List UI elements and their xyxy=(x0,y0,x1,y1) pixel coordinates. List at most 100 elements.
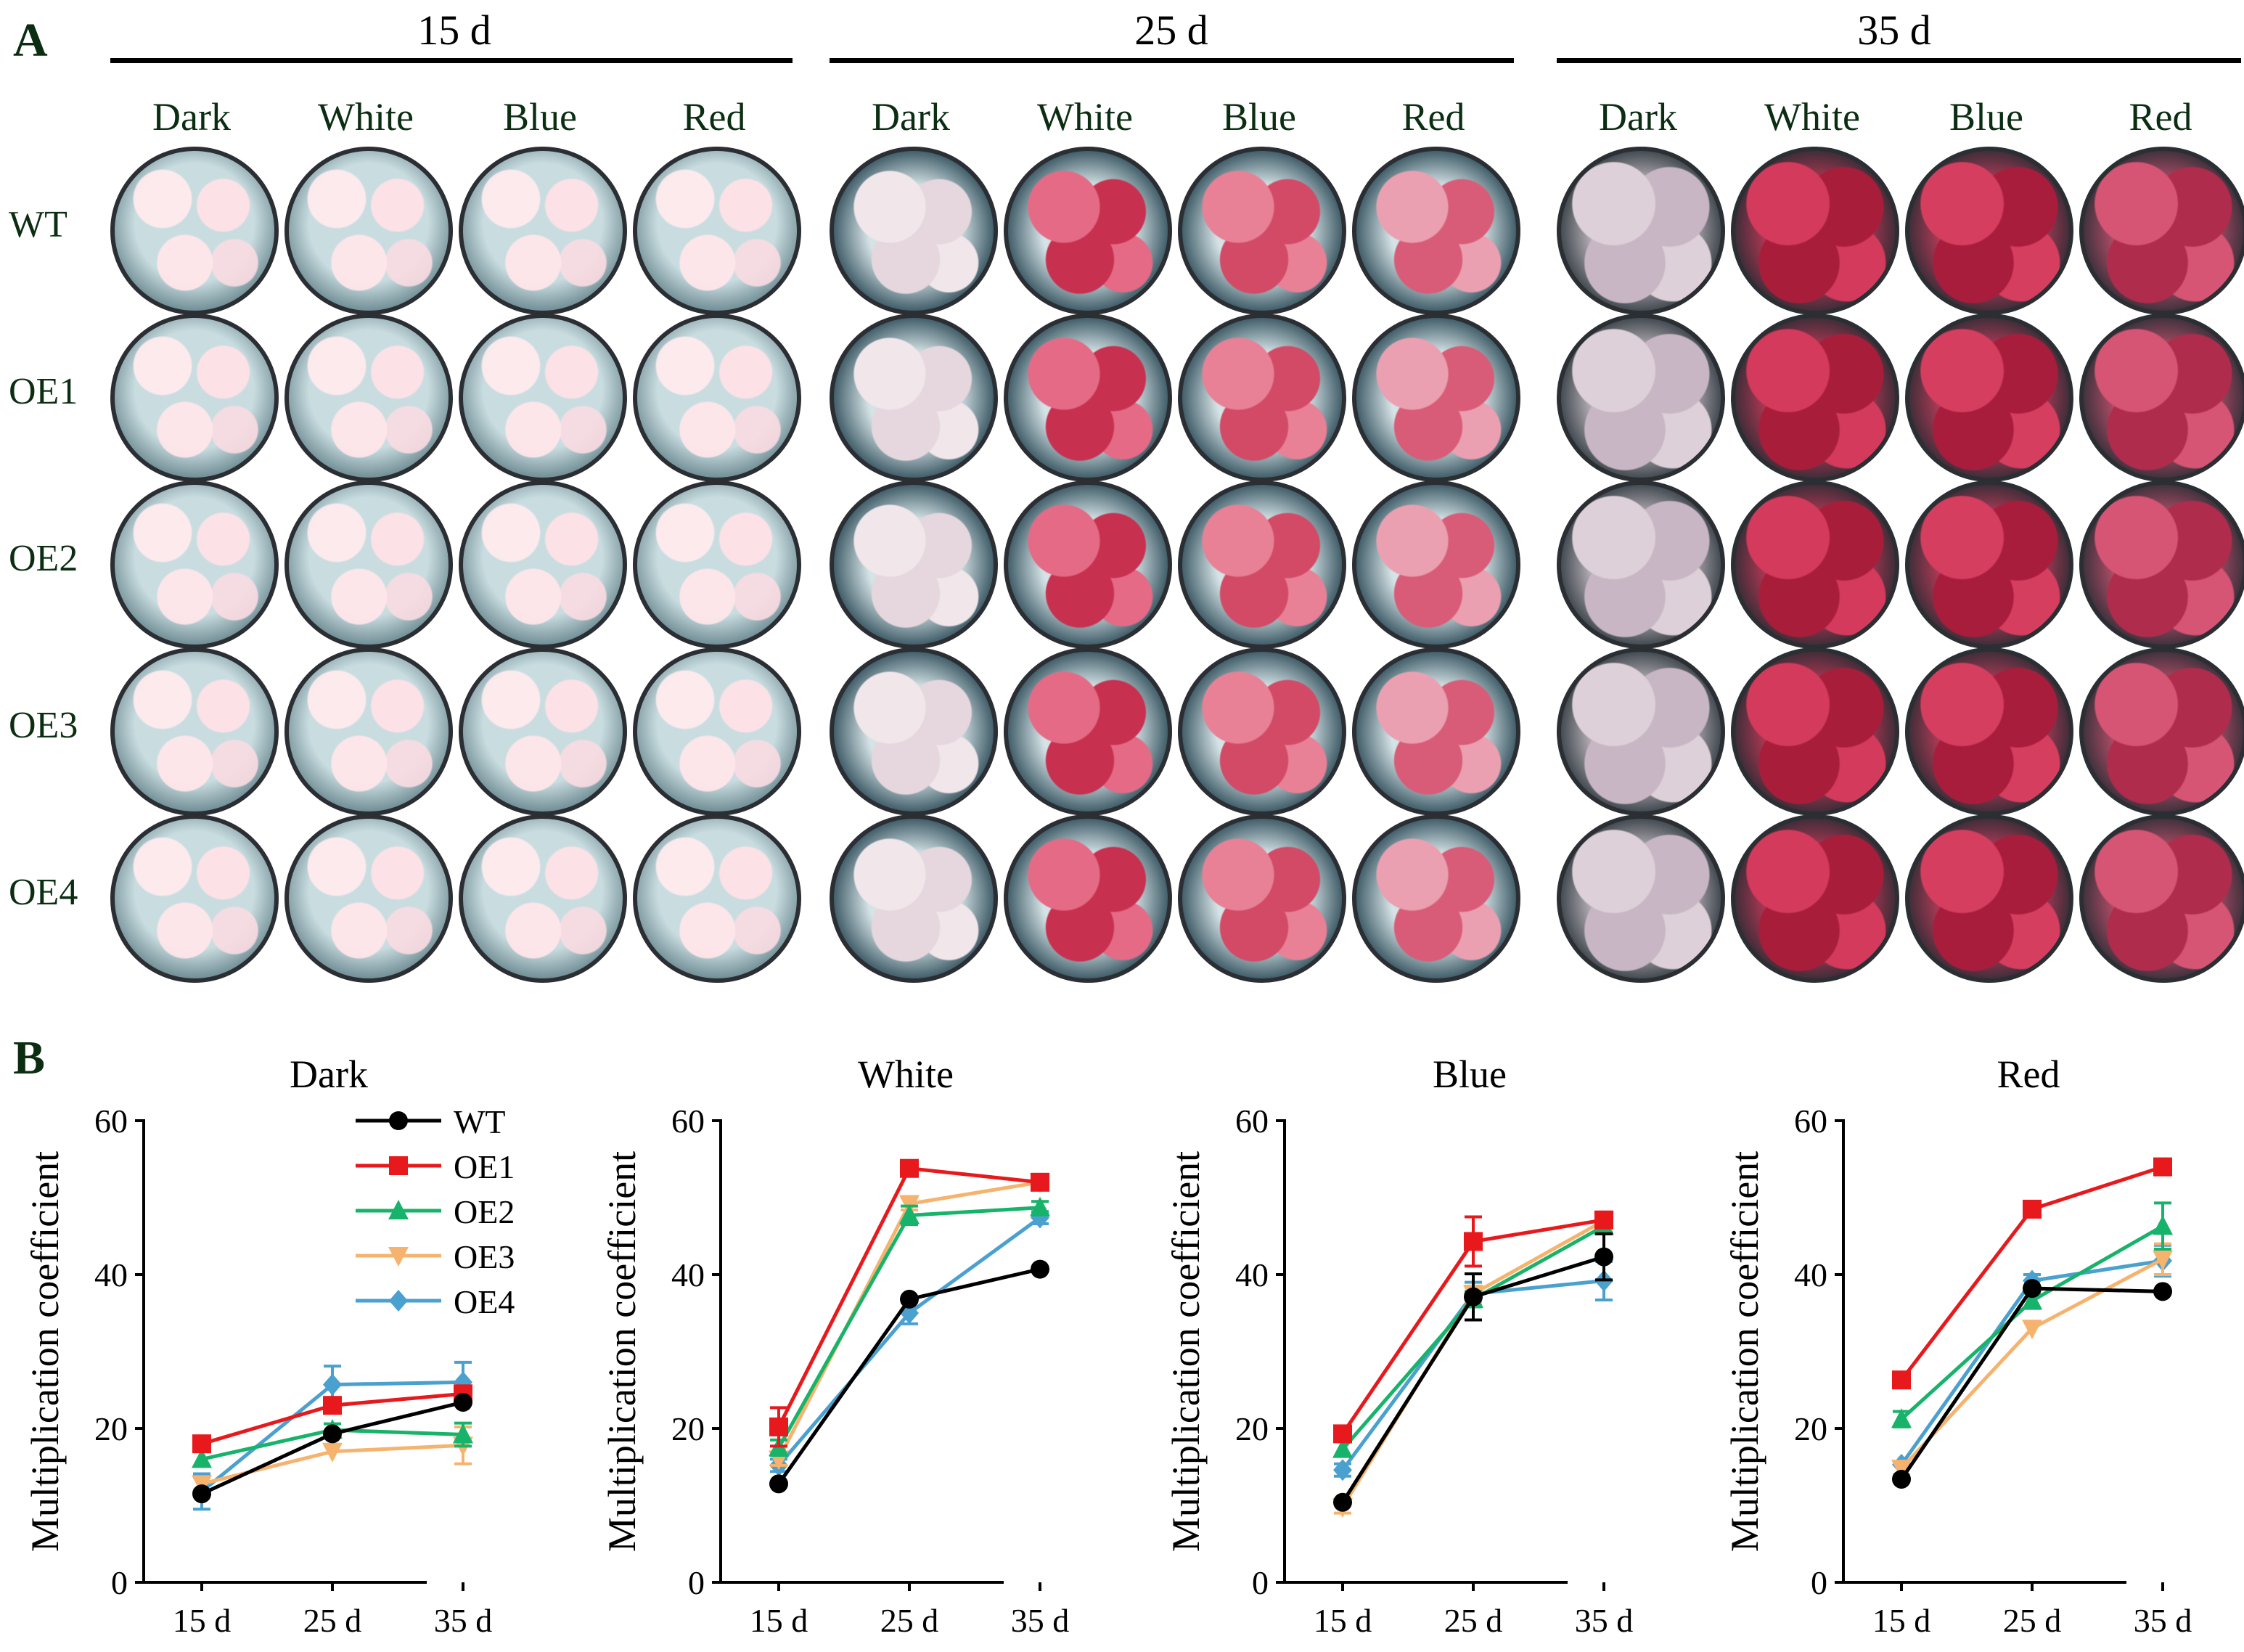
series-wt xyxy=(1892,1279,2172,1489)
dish-oe1-blue-35d xyxy=(1905,314,2073,482)
data-point-oe1 xyxy=(1594,1210,1613,1230)
dish-oe4-dark-15d xyxy=(110,814,279,983)
dish-oe3-white-15d xyxy=(284,647,453,816)
dish-oe3-white-35d xyxy=(1731,647,1899,816)
data-point-oe1 xyxy=(192,1434,211,1454)
dish-oe1-blue-15d xyxy=(459,314,627,482)
dish-oe2-white-25d xyxy=(1004,481,1172,649)
y-axis-label: Multiplication coefficient xyxy=(1723,1151,1766,1552)
legend-label-oe2: OE2 xyxy=(454,1193,515,1230)
legend-marker xyxy=(389,1290,408,1312)
series-oe1 xyxy=(1892,1157,2172,1390)
time-bar-15d xyxy=(110,58,793,63)
dish-oe1-red-35d xyxy=(2079,314,2244,482)
dish-oe1-dark-15d xyxy=(110,314,279,482)
dish-oe4-white-15d xyxy=(284,814,453,983)
x-tick-label: 25 d xyxy=(1444,1602,1503,1639)
dish-oe4-white-25d xyxy=(1004,814,1172,983)
data-point-wt xyxy=(2153,1282,2172,1301)
data-point-oe1 xyxy=(1464,1232,1483,1251)
x-tick-label: 35 d xyxy=(1011,1602,1070,1639)
data-point-oe1 xyxy=(1892,1370,1911,1390)
dish-oe2-dark-25d xyxy=(830,481,998,649)
column-label-blue: Blue xyxy=(1949,95,2023,139)
row-label-oe2: OE2 xyxy=(9,538,78,579)
panel-b-letter: B xyxy=(13,1031,46,1084)
data-point-wt xyxy=(1892,1469,1911,1489)
dish-oe4-dark-35d xyxy=(1557,814,1725,983)
dish-wt-white-35d xyxy=(1731,147,1899,315)
data-point-oe1 xyxy=(769,1417,788,1436)
data-point-oe1 xyxy=(323,1396,342,1415)
dish-oe1-blue-25d xyxy=(1178,314,1346,482)
time-label-15d: 15 d xyxy=(417,7,491,54)
dish-oe1-red-25d xyxy=(1352,314,1520,482)
chart-title: Red xyxy=(1997,1052,2060,1096)
data-point-wt xyxy=(1031,1259,1049,1279)
column-label-blue: Blue xyxy=(1222,95,1296,139)
y-tick-label: 60 xyxy=(671,1103,705,1140)
y-tick-label: 0 xyxy=(688,1564,705,1601)
series-wt xyxy=(192,1392,472,1504)
data-point-oe1 xyxy=(900,1158,919,1178)
column-label-red: Red xyxy=(682,95,746,139)
dish-wt-dark-25d xyxy=(830,147,998,315)
series-oe2 xyxy=(1891,1201,2173,1428)
dish-oe4-red-25d xyxy=(1352,814,1520,983)
dish-oe1-dark-25d xyxy=(830,314,998,482)
chart-title: White xyxy=(858,1052,954,1096)
data-point-oe3 xyxy=(2022,1320,2042,1340)
dish-oe3-blue-35d xyxy=(1905,647,2073,816)
data-point-oe2 xyxy=(2022,1290,2042,1310)
row-label-oe1: OE1 xyxy=(9,371,78,412)
dish-oe2-blue-25d xyxy=(1178,481,1346,649)
legend-label-oe4: OE4 xyxy=(454,1283,515,1320)
dish-wt-blue-25d xyxy=(1178,147,1346,315)
dish-wt-blue-15d xyxy=(459,147,627,315)
data-point-oe2 xyxy=(453,1423,473,1444)
y-tick-label: 20 xyxy=(1235,1410,1269,1447)
x-tick-label: 25 d xyxy=(2003,1602,2062,1639)
legend: WT OE1 OE2 OE3 OE4 xyxy=(356,1103,515,1320)
time-label-35d: 35 d xyxy=(1857,7,1931,54)
column-label-dark: Dark xyxy=(1599,95,1677,139)
dish-oe3-dark-15d xyxy=(110,647,279,816)
x-tick-label: 15 d xyxy=(750,1602,808,1639)
dish-oe4-dark-25d xyxy=(830,814,998,983)
row-label-wt: WT xyxy=(9,204,67,245)
y-tick-label: 40 xyxy=(671,1256,705,1293)
data-point-wt xyxy=(192,1484,211,1504)
data-point-oe2 xyxy=(2153,1215,2173,1235)
data-point-oe3 xyxy=(322,1442,343,1463)
y-tick-label: 20 xyxy=(94,1410,128,1447)
series-oe2 xyxy=(769,1196,1050,1457)
x-tick-label: 15 d xyxy=(173,1602,232,1639)
dish-oe4-red-35d xyxy=(2079,814,2244,983)
data-point-oe1 xyxy=(2153,1157,2172,1177)
dish-oe3-white-25d xyxy=(1004,647,1172,816)
series-line-oe2 xyxy=(777,1206,1041,1449)
dish-oe2-white-35d xyxy=(1731,481,1899,649)
y-tick-label: 20 xyxy=(671,1410,705,1447)
x-tick-label: 15 d xyxy=(1314,1602,1372,1639)
dish-oe4-red-15d xyxy=(633,814,801,983)
data-point-oe2 xyxy=(192,1448,212,1468)
x-tick-label: 25 d xyxy=(880,1602,939,1639)
y-tick-label: 60 xyxy=(1794,1103,1827,1140)
time-label-25d: 25 d xyxy=(1134,7,1208,54)
data-point-oe2 xyxy=(1332,1438,1353,1458)
dish-wt-red-15d xyxy=(633,147,801,315)
series-wt xyxy=(1333,1232,1613,1512)
dish-wt-white-15d xyxy=(284,147,453,315)
y-tick-label: 20 xyxy=(1794,1410,1827,1447)
data-point-oe4 xyxy=(1333,1459,1352,1481)
dish-oe2-blue-35d xyxy=(1905,481,2073,649)
data-point-oe2 xyxy=(899,1204,920,1224)
dish-oe2-red-25d xyxy=(1352,481,1520,649)
column-label-white: White xyxy=(318,95,414,139)
y-axis-label: Multiplication coefficient xyxy=(600,1151,644,1552)
dish-oe2-white-15d xyxy=(284,481,453,649)
column-label-dark: Dark xyxy=(152,95,231,139)
dish-oe2-blue-15d xyxy=(459,481,627,649)
legend-label-oe1: OE1 xyxy=(454,1148,515,1185)
